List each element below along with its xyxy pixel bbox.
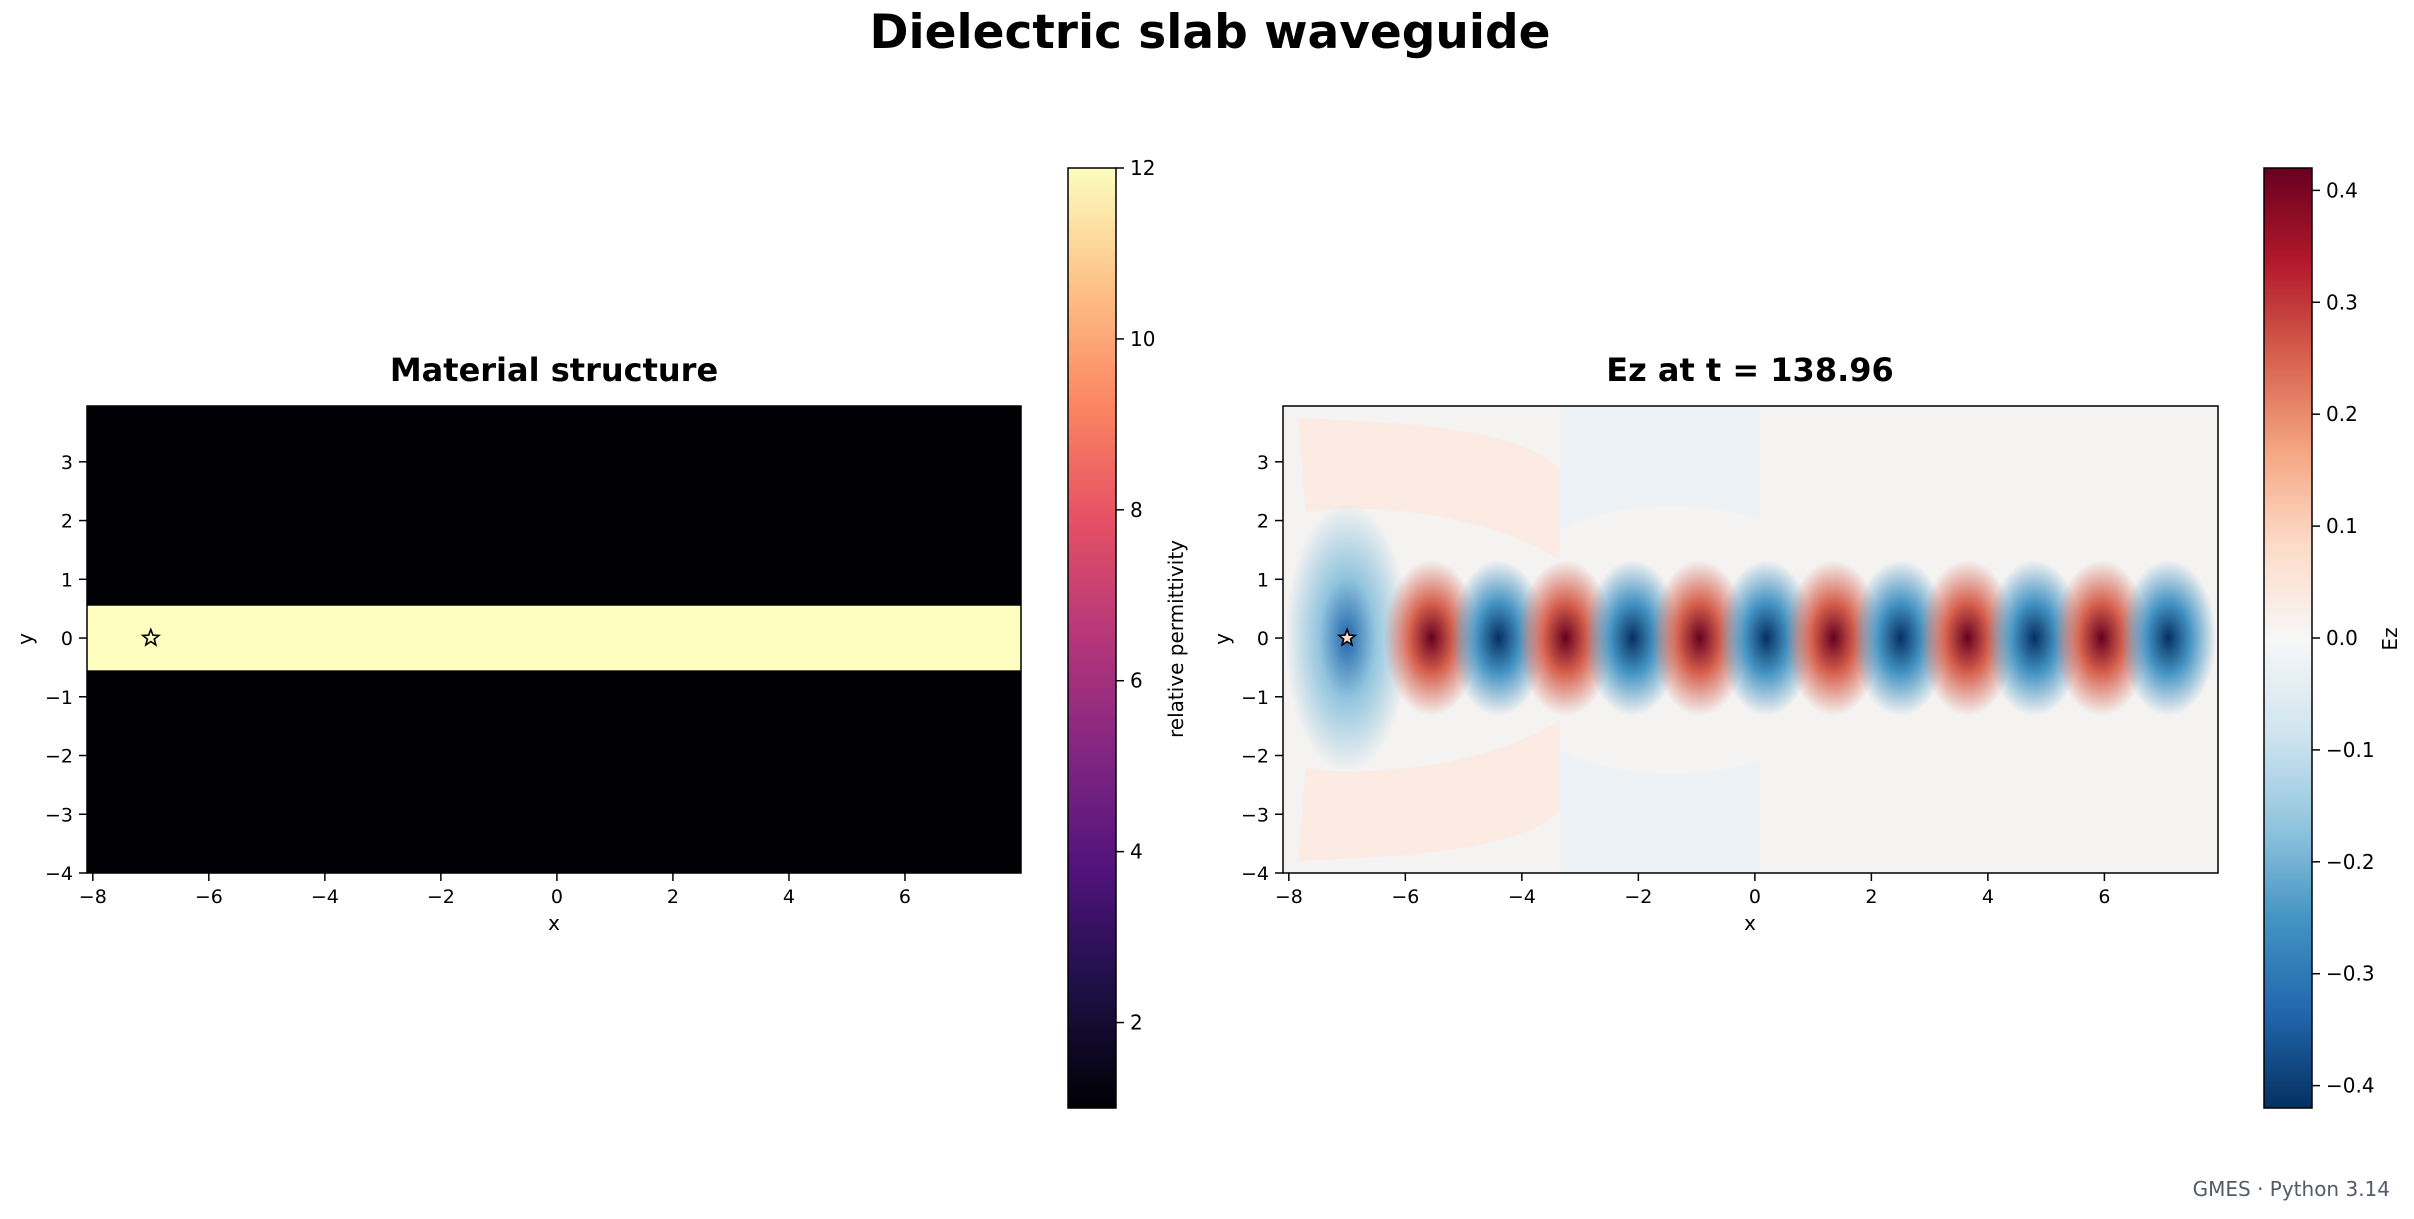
source-star-icon (140, 627, 162, 647)
x-tick-label: −6 (195, 886, 223, 908)
ez-field-panel: Ez at t = 138.96 −8 −6 −4 −2 0 2 4 6 −4 −3 −2 −1 0 1… (1210, 351, 2219, 935)
colorbar-tick-label: 0.1 (2326, 514, 2358, 538)
x-tick-label: −2 (427, 886, 455, 908)
x-tick-label: 0 (551, 886, 563, 908)
colorbar-tick-label: 10 (1130, 327, 1155, 351)
x-tick-label: 4 (783, 886, 795, 908)
ez-field-lobe (1785, 560, 1882, 717)
ez-field-lobe (1852, 560, 1949, 717)
left-plot-frame (86, 405, 1022, 874)
ez-lower-reflection (1298, 720, 1560, 861)
x-tick-label: 6 (2098, 886, 2110, 908)
y-tick-label: −4 (1241, 863, 1269, 885)
colorbar-tick-label: 0.3 (2326, 290, 2358, 314)
permittivity-colorbar-fill (1067, 167, 1117, 1109)
ez-colorbar-label: Ez (2378, 627, 2402, 650)
y-tick-label: 3 (1257, 452, 1269, 474)
ez-field-lobe (1919, 560, 2016, 717)
colorbar-tick-label: 0.2 (2326, 402, 2358, 426)
permittivity-colorbar-label: relative permittivity (1164, 540, 1188, 738)
ez-field-lobe (2053, 560, 2150, 717)
right-y-axis-label: y (1210, 633, 1234, 645)
ez-colorbar-fill (2263, 167, 2313, 1109)
right-plot-frame (1282, 405, 2219, 874)
y-tick-label: −3 (45, 804, 73, 826)
ez-upper-faint-wave (1560, 406, 1760, 530)
ez-field-lobe (1584, 560, 1681, 717)
ez-field-lobe (1986, 560, 2083, 717)
colorbar-tick-label: 8 (1130, 498, 1143, 522)
y-tick-label: −1 (45, 687, 73, 709)
ez-field-lobe (1450, 560, 1547, 717)
colorbar-tick-label: 2 (1130, 1011, 1143, 1035)
y-tick-label: 1 (1257, 569, 1269, 591)
colorbar-tick-label: 0.0 (2326, 626, 2358, 650)
x-tick-label: 2 (1865, 886, 1877, 908)
ez-field-lobe (1517, 560, 1614, 717)
ez-colorbar-ticks: −0.4 −0.3 −0.2 −0.1 0.0 0.1 0.2 0.3 0.4 (2312, 178, 2375, 1098)
y-tick-label: 2 (1257, 511, 1269, 533)
y-tick-label: 0 (61, 628, 73, 650)
y-tick-label: 2 (61, 511, 73, 533)
colorbar-tick-label: −0.1 (2326, 738, 2375, 762)
colorbar-tick-label: 4 (1130, 840, 1143, 864)
left-x-axis: −8 −6 −4 −2 0 2 4 6 (79, 873, 911, 908)
x-tick-label: 6 (899, 886, 911, 908)
y-tick-label: −3 (1241, 804, 1269, 826)
ez-field-lobe (1651, 560, 1748, 717)
x-tick-label: −4 (1508, 886, 1536, 908)
colorbar-tick-label: −0.4 (2326, 1074, 2375, 1098)
dielectric-slab (87, 605, 1021, 671)
y-tick-label: −1 (1241, 687, 1269, 709)
ez-upper-reflection (1298, 418, 1560, 560)
ez-field-title: Ez at t = 138.96 (1606, 351, 1894, 389)
left-x-axis-label: x (548, 911, 560, 935)
colorbar-tick-label: 6 (1130, 669, 1143, 693)
y-tick-label: 1 (61, 569, 73, 591)
y-tick-label: 0 (1257, 628, 1269, 650)
source-star-marker-right (1336, 627, 1358, 647)
left-y-axis: −4 −3 −2 −1 0 1 2 3 (45, 452, 87, 885)
x-tick-label: −6 (1391, 886, 1419, 908)
right-x-axis: −8 −6 −4 −2 0 2 4 6 (1275, 873, 2110, 908)
right-x-axis-label: x (1744, 911, 1756, 935)
x-tick-label: −8 (79, 886, 107, 908)
left-y-axis-label: y (13, 633, 37, 645)
y-tick-label: −2 (45, 746, 73, 768)
colorbar-tick-label: 12 (1130, 156, 1155, 180)
x-tick-label: −2 (1624, 886, 1652, 908)
right-y-axis: −4 −3 −2 −1 0 1 2 3 (1241, 452, 1283, 885)
x-tick-label: 2 (667, 886, 679, 908)
ez-colorbar: −0.4 −0.3 −0.2 −0.1 0.0 0.1 0.2 0.3 0.4 Ez (2263, 167, 2402, 1109)
colorbar-tick-label: −0.2 (2326, 850, 2375, 874)
y-tick-label: −4 (45, 863, 73, 885)
material-structure-title: Material structure (390, 351, 718, 389)
source-star-icon (1336, 627, 1358, 647)
source-star-marker-left (140, 627, 162, 647)
x-tick-label: 4 (1982, 886, 1994, 908)
ez-lower-faint-wave (1560, 750, 1760, 873)
x-tick-label: −8 (1275, 886, 1303, 908)
x-tick-label: 0 (1749, 886, 1761, 908)
x-tick-label: −4 (311, 886, 339, 908)
ez-field-lobe (1383, 560, 1480, 717)
y-tick-label: −2 (1241, 746, 1269, 768)
ez-field-lobe (2120, 560, 2217, 717)
permittivity-colorbar: 2 4 6 8 10 12 relative permittivity (1067, 156, 1188, 1109)
figure-title: Dielectric slab waveguide (869, 5, 1550, 60)
material-structure-panel: Material structure −8 −6 −4 −2 0 2 4 6 −4 −3 −2 −1… (13, 351, 1022, 935)
ez-field-lobes (1285, 503, 2217, 774)
colorbar-tick-label: −0.3 (2326, 962, 2375, 986)
y-tick-label: 3 (61, 452, 73, 474)
colorbar-tick-label: 0.4 (2326, 178, 2358, 202)
footer-credit: GMES · Python 3.14 (2192, 1177, 2390, 1201)
ez-field-lobe (1718, 560, 1815, 717)
permittivity-colorbar-ticks: 2 4 6 8 10 12 (1116, 156, 1155, 1035)
